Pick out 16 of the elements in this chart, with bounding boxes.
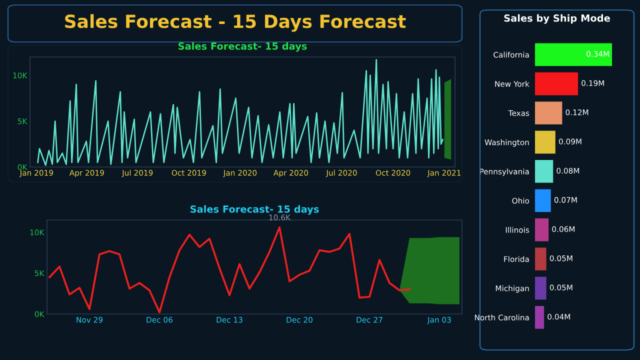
- bar: [535, 43, 612, 66]
- bar: [535, 160, 554, 183]
- bar: [535, 218, 549, 242]
- bar: [535, 189, 551, 212]
- bar: [535, 72, 578, 96]
- chart-title: Sales Forecast- 15 days: [178, 42, 307, 52]
- chart-title: Sales Forecast- 15 days: [190, 205, 319, 215]
- chart-title: Sales by Ship Mode: [504, 14, 610, 24]
- line-series: [37, 59, 444, 166]
- bar: [535, 248, 546, 270]
- bar: [535, 306, 544, 329]
- bar: [535, 130, 556, 154]
- text: Sales Forecast - 15 Days Forecast: [65, 14, 406, 32]
- bar: [535, 276, 546, 300]
- line-series: [48, 226, 410, 314]
- bar: [535, 102, 562, 124]
